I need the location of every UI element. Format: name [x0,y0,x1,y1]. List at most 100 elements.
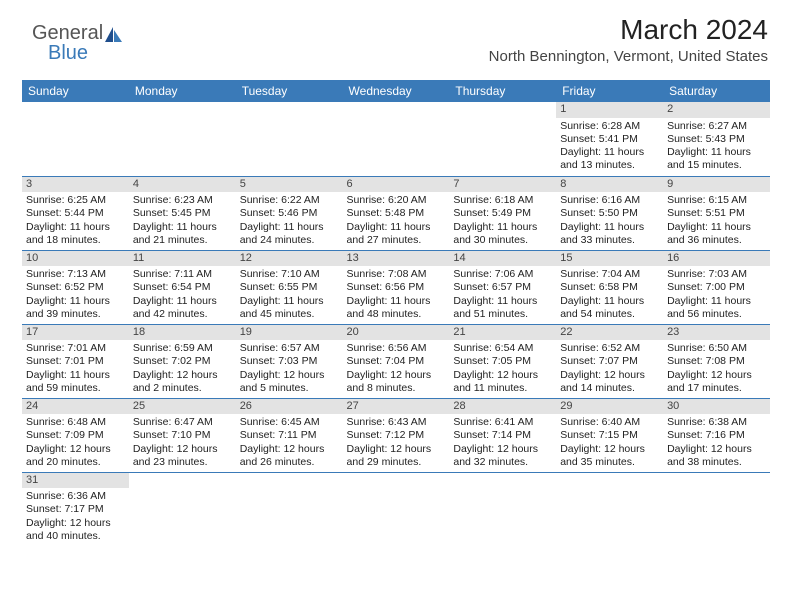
day-line: Sunrise: 6:38 AM [667,416,766,429]
day-line: and 40 minutes. [26,530,125,543]
calendar-day-cell: 9Sunrise: 6:15 AMSunset: 5:51 PMDaylight… [663,176,770,250]
day-line: Sunrise: 6:56 AM [347,342,446,355]
day-line: Sunrise: 6:43 AM [347,416,446,429]
day-line: Sunset: 7:10 PM [133,429,232,442]
logo-sail-icon [105,27,123,43]
calendar-week-row: 1Sunrise: 6:28 AMSunset: 5:41 PMDaylight… [22,102,770,176]
calendar-day-cell: 12Sunrise: 7:10 AMSunset: 6:55 PMDayligh… [236,250,343,324]
day-line: and 18 minutes. [26,234,125,247]
day-line: Sunrise: 6:16 AM [560,194,659,207]
day-line: Daylight: 12 hours [347,443,446,456]
day-line: Sunset: 7:14 PM [453,429,552,442]
day-details: Sunrise: 7:10 AMSunset: 6:55 PMDaylight:… [236,266,343,323]
day-details: Sunrise: 7:06 AMSunset: 6:57 PMDaylight:… [449,266,556,323]
calendar-day-cell: 13Sunrise: 7:08 AMSunset: 6:56 PMDayligh… [343,250,450,324]
day-number: 4 [129,177,236,193]
day-line: Sunrise: 7:06 AM [453,268,552,281]
calendar-day-cell: 18Sunrise: 6:59 AMSunset: 7:02 PMDayligh… [129,324,236,398]
calendar-empty-cell [22,102,129,176]
day-line: and 27 minutes. [347,234,446,247]
calendar-day-cell: 17Sunrise: 7:01 AMSunset: 7:01 PMDayligh… [22,324,129,398]
title-block: March 2024 North Bennington, Vermont, Un… [489,14,768,65]
day-line: Sunrise: 6:45 AM [240,416,339,429]
calendar-table: SundayMondayTuesdayWednesdayThursdayFrid… [22,80,770,546]
calendar-empty-cell [343,102,450,176]
calendar-empty-cell [343,472,450,546]
day-line: Sunrise: 7:01 AM [26,342,125,355]
day-line: Daylight: 12 hours [453,443,552,456]
day-line: Sunset: 7:11 PM [240,429,339,442]
day-line: Sunrise: 6:22 AM [240,194,339,207]
day-details: Sunrise: 6:20 AMSunset: 5:48 PMDaylight:… [343,192,450,249]
calendar-day-cell: 27Sunrise: 6:43 AMSunset: 7:12 PMDayligh… [343,398,450,472]
day-line: and 51 minutes. [453,308,552,321]
day-line: Sunset: 6:55 PM [240,281,339,294]
day-number: 7 [449,177,556,193]
day-line: Sunrise: 6:20 AM [347,194,446,207]
day-line: Sunrise: 7:10 AM [240,268,339,281]
day-number: 27 [343,399,450,415]
day-number: 30 [663,399,770,415]
day-line: Sunset: 7:00 PM [667,281,766,294]
weekday-header-row: SundayMondayTuesdayWednesdayThursdayFrid… [22,80,770,102]
day-line: Sunset: 7:02 PM [133,355,232,368]
day-details: Sunrise: 6:36 AMSunset: 7:17 PMDaylight:… [22,488,129,545]
day-details: Sunrise: 6:45 AMSunset: 7:11 PMDaylight:… [236,414,343,471]
calendar-day-cell: 8Sunrise: 6:16 AMSunset: 5:50 PMDaylight… [556,176,663,250]
calendar-week-row: 24Sunrise: 6:48 AMSunset: 7:09 PMDayligh… [22,398,770,472]
day-line: Sunrise: 7:03 AM [667,268,766,281]
day-details: Sunrise: 6:47 AMSunset: 7:10 PMDaylight:… [129,414,236,471]
day-number: 10 [22,251,129,267]
day-line: Sunrise: 6:54 AM [453,342,552,355]
calendar-day-cell: 22Sunrise: 6:52 AMSunset: 7:07 PMDayligh… [556,324,663,398]
calendar-day-cell: 28Sunrise: 6:41 AMSunset: 7:14 PMDayligh… [449,398,556,472]
day-line: Sunrise: 6:27 AM [667,120,766,133]
day-number: 11 [129,251,236,267]
day-line: and 11 minutes. [453,382,552,395]
calendar-empty-cell [556,472,663,546]
day-details: Sunrise: 6:25 AMSunset: 5:44 PMDaylight:… [22,192,129,249]
day-line: Daylight: 11 hours [667,146,766,159]
weekday-header: Monday [129,80,236,102]
day-line: Sunset: 7:05 PM [453,355,552,368]
day-line: Daylight: 11 hours [347,221,446,234]
day-number: 16 [663,251,770,267]
day-line: Daylight: 11 hours [347,295,446,308]
calendar-day-cell: 25Sunrise: 6:47 AMSunset: 7:10 PMDayligh… [129,398,236,472]
month-title: March 2024 [489,14,768,46]
day-number: 21 [449,325,556,341]
day-line: and 5 minutes. [240,382,339,395]
calendar-empty-cell [236,472,343,546]
day-line: Sunset: 5:48 PM [347,207,446,220]
day-number: 29 [556,399,663,415]
day-line: Sunset: 7:07 PM [560,355,659,368]
day-details: Sunrise: 6:28 AMSunset: 5:41 PMDaylight:… [556,118,663,175]
day-line: and 17 minutes. [667,382,766,395]
day-number: 23 [663,325,770,341]
calendar-day-cell: 20Sunrise: 6:56 AMSunset: 7:04 PMDayligh… [343,324,450,398]
day-line: Sunset: 7:08 PM [667,355,766,368]
day-number: 20 [343,325,450,341]
day-line: Sunset: 7:16 PM [667,429,766,442]
day-number: 1 [556,102,663,118]
day-line: Daylight: 12 hours [26,443,125,456]
day-details: Sunrise: 6:22 AMSunset: 5:46 PMDaylight:… [236,192,343,249]
day-line: Sunrise: 6:18 AM [453,194,552,207]
day-number: 24 [22,399,129,415]
day-line: and 21 minutes. [133,234,232,247]
weekday-header: Saturday [663,80,770,102]
calendar-empty-cell [129,102,236,176]
day-line: Sunset: 6:56 PM [347,281,446,294]
day-line: Daylight: 11 hours [26,295,125,308]
day-line: Sunrise: 6:40 AM [560,416,659,429]
day-number: 19 [236,325,343,341]
day-line: Daylight: 11 hours [240,221,339,234]
calendar-day-cell: 6Sunrise: 6:20 AMSunset: 5:48 PMDaylight… [343,176,450,250]
day-line: Daylight: 12 hours [240,443,339,456]
day-line: and 48 minutes. [347,308,446,321]
day-line: and 42 minutes. [133,308,232,321]
day-line: Sunset: 5:46 PM [240,207,339,220]
calendar-day-cell: 1Sunrise: 6:28 AMSunset: 5:41 PMDaylight… [556,102,663,176]
day-line: Sunrise: 6:57 AM [240,342,339,355]
day-line: Sunrise: 6:50 AM [667,342,766,355]
